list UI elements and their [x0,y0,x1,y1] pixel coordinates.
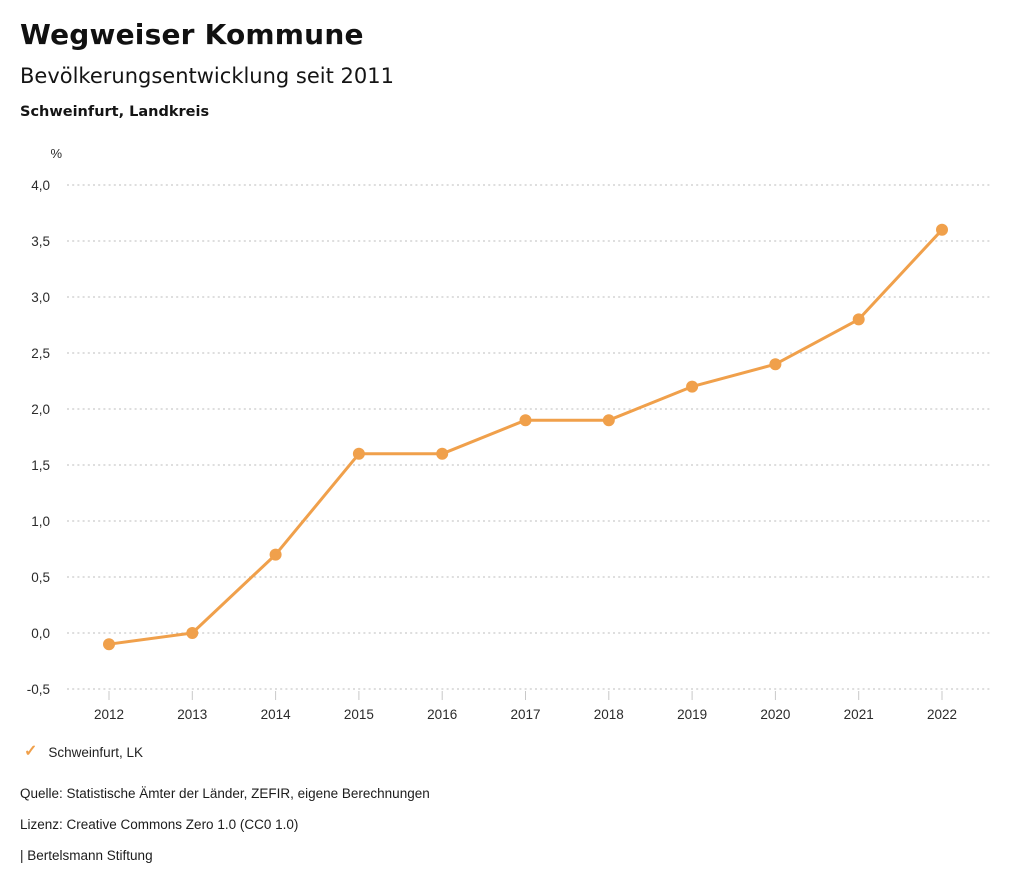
data-point-2018[interactable] [602,414,615,427]
y-axis-tick-labels: 4,0 3,5 3,0 2,5 2,0 1,5 1,0 0,5 0,0 -0,5 [27,178,50,697]
x-axis-tick-label: 2017 [510,707,540,722]
series-schweinfurt-lk [103,223,948,651]
y-axis-unit-label: % [50,146,62,161]
data-point-2014[interactable] [269,548,282,561]
y-axis-tick-label: 4,0 [31,178,50,193]
y-axis-tick-label: 0,5 [31,570,50,585]
y-axis-tick-label: 0,0 [31,626,50,641]
attribution-note: | Bertelsmann Stiftung [20,848,153,863]
x-axis-tick-label: 2015 [344,707,374,722]
x-axis-tick-label: 2012 [94,707,124,722]
source-note: Quelle: Statistische Ämter der Länder, Z… [20,786,430,801]
x-axis: 2012 2013 2014 2015 2016 2017 2018 2019 2020 2021… [94,691,957,722]
data-point-2021[interactable] [852,313,865,326]
x-axis-tick-label: 2013 [177,707,207,722]
legend-check-icon: ✓ [24,743,38,760]
chart-title: Bevölkerungsentwicklung seit 2011 [20,64,394,88]
x-axis-tick-label: 2018 [594,707,624,722]
x-axis-tick-label: 2020 [760,707,790,722]
y-axis-tick-label: 2,5 [31,346,50,361]
population-line-chart: % 4,03,53,02,52,01,51,00,50,0-0,5 2012 20… [27,146,990,722]
y-axis-tick-label: 2,0 [31,402,50,417]
region-label: Schweinfurt, Landkreis [20,104,210,120]
data-point-2017[interactable] [519,414,532,427]
x-axis-tick-label: 2019 [677,707,707,722]
data-point-2019[interactable] [686,380,699,393]
x-axis-tick-label: 2022 [927,707,957,722]
y-axis-tick-label: 1,0 [31,514,50,529]
legend-item-schweinfurt-lk[interactable]: ✓ Schweinfurt, LK [24,744,143,760]
data-point-2022[interactable] [936,223,948,236]
x-axis-tick-label: 2021 [844,707,874,722]
data-point-2020[interactable] [769,358,782,371]
y-axis-tick-label: 3,5 [31,234,50,249]
x-axis-tick-label: 2016 [427,707,457,722]
data-point-2015[interactable] [352,447,365,460]
gridlines [67,184,990,690]
data-point-2016[interactable] [436,447,449,460]
series-line [108,228,944,646]
data-point-2013[interactable] [186,627,199,639]
license-note: Lizenz: Creative Commons Zero 1.0 (CC0 1… [20,817,299,832]
y-axis-tick-label: 3,0 [31,290,50,305]
y-axis-tick-label: 1,5 [31,458,50,473]
legend-label: Schweinfurt, LK [48,744,143,760]
x-axis-tick-label: 2014 [261,707,292,722]
page-title: Wegweiser Kommune [20,18,364,51]
data-point-2012[interactable] [103,638,115,651]
y-axis-tick-label: -0,5 [27,682,50,697]
